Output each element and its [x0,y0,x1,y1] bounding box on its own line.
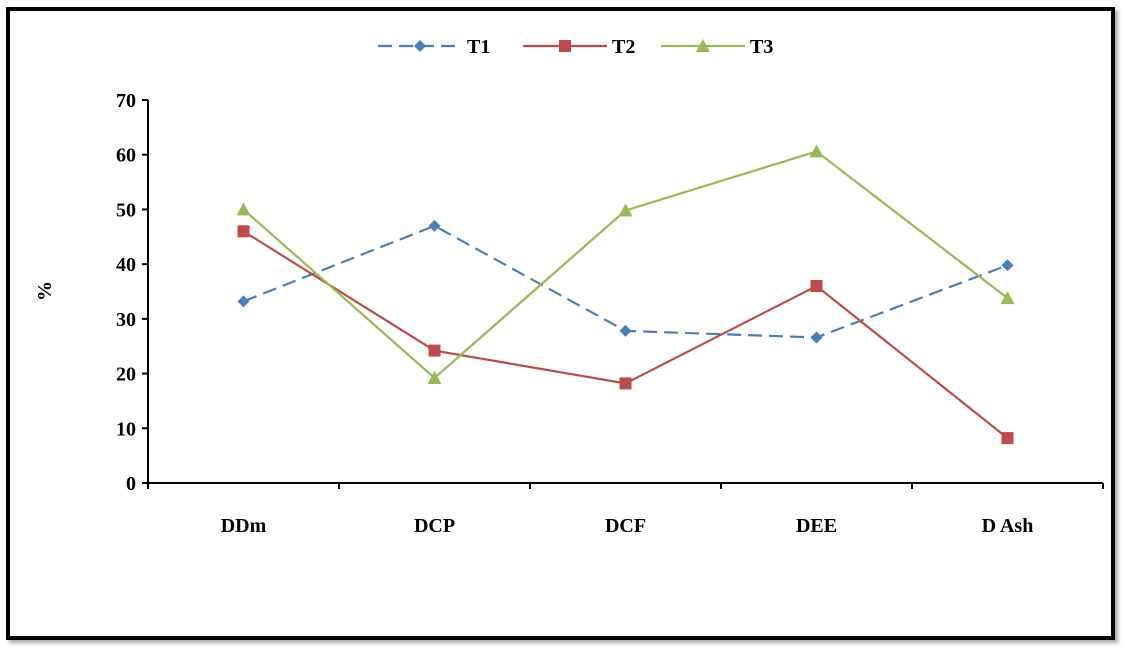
x-tick-label: D Ash [982,515,1034,537]
series-T3 [236,144,1015,384]
data-point-T3 [809,144,824,158]
x-tick-label: DCF [605,515,646,537]
legend-item-T1: T1 [378,36,490,58]
legend-marker [696,39,710,52]
legend-marker [559,40,571,52]
series-line-T1 [243,224,1008,339]
y-tick-label: 50 [116,199,136,221]
y-tick-label: 30 [116,309,136,331]
y-tick-label: 70 [116,90,136,112]
legend-marker [414,40,426,52]
data-point-T1 [428,219,441,232]
series-T2 [237,225,1014,445]
data-point-T3 [236,202,251,216]
data-point-T2 [619,377,632,390]
data-point-T1 [1001,259,1014,272]
x-tick-label: DDm [221,515,267,537]
data-point-T3 [618,203,633,217]
legend-label: T3 [750,36,773,58]
data-point-T1 [619,324,632,337]
chart-frame [6,7,1115,640]
legend-label: T2 [612,36,635,58]
data-point-T3 [1000,291,1015,305]
plot-area [236,144,1015,445]
x-axis: DDm DCP DCF DEE D Ash [147,482,1104,537]
data-point-T2 [810,280,823,293]
data-point-T2 [237,225,250,238]
legend-item-T3: T3 [661,36,773,58]
data-point-T1 [237,295,250,308]
data-point-T2 [428,344,441,357]
y-tick-label: 0 [126,473,136,495]
y-tick-label: 40 [116,254,136,276]
data-point-T2 [1001,432,1014,445]
legend: T1 T2 T3 [378,36,773,58]
y-tick-label: 20 [116,364,136,386]
legend-label: T1 [467,36,490,58]
x-tick-label: DEE [796,515,837,537]
y-tick-label: 10 [116,418,136,440]
y-axis-label: % [34,281,56,301]
legend-item-T2: T2 [523,36,635,58]
series-T1 [237,219,1014,344]
data-point-T1 [810,331,823,344]
x-tick-label: DCP [414,515,455,537]
series-line-T3 [242,150,1009,380]
y-tick-label: 60 [116,145,136,167]
y-axis: 0 10 20 30 40 50 60 70 [116,90,149,495]
data-point-T3 [427,370,442,384]
